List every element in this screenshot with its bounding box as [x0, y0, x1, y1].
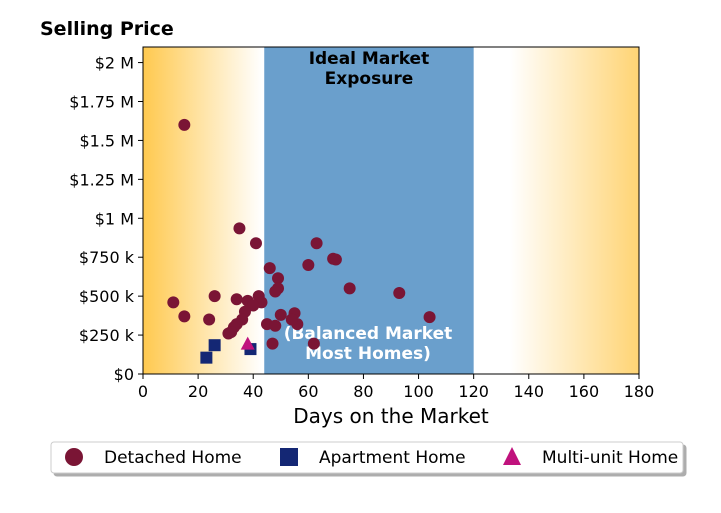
y-tick-label: $1.25 M [69, 170, 134, 189]
detached-home-legend-label: Detached Home [104, 448, 242, 468]
x-tick-label: 0 [138, 382, 148, 401]
detached-home-point [249, 237, 262, 250]
apartment-home-legend-label: Apartment Home [319, 448, 466, 468]
apartment-home-point [208, 339, 221, 352]
detached-home-point [222, 327, 235, 340]
detached-home-point [343, 282, 356, 295]
multi-unit-home-legend-marker [503, 447, 521, 465]
y-tick-label: $1.5 M [79, 131, 134, 150]
x-tick-label: 180 [624, 382, 655, 401]
zone-label-top: Ideal Market [309, 49, 430, 69]
detached-home-point [178, 310, 191, 323]
detached-home-point [329, 253, 342, 266]
detached-home-point [203, 313, 216, 326]
y-tick-label: $2 M [95, 54, 134, 73]
x-tick-label: 120 [458, 382, 489, 401]
detached-home-point [285, 313, 298, 326]
multi-unit-home-legend-label: Multi-unit Home [542, 448, 678, 468]
x-tick-label: 100 [403, 382, 434, 401]
detached-home-point [178, 118, 191, 131]
detached-home-point [272, 272, 285, 285]
detached-home-point [274, 308, 287, 321]
apartment-home-point [200, 351, 213, 364]
detached-home-point [307, 337, 320, 350]
y-tick-label: $500 k [79, 287, 135, 306]
chart-title: Selling Price [40, 18, 174, 40]
detached-home-point [167, 296, 180, 309]
x-tick-label: 60 [298, 382, 318, 401]
x-tick-label: 80 [353, 382, 373, 401]
y-tick-label: $1.75 M [69, 93, 134, 112]
y-tick-label: $0 [114, 365, 134, 384]
x-tick-label: 160 [569, 382, 600, 401]
detached-home-point [302, 259, 315, 271]
y-tick-label: $250 k [79, 326, 135, 345]
zone-label-top: Exposure [325, 69, 414, 89]
x-tick-label: 40 [243, 382, 263, 401]
detached-home-point [310, 237, 323, 250]
detached-home-point [269, 285, 282, 298]
zone-label-bottom: Most Homes) [305, 344, 431, 364]
detached-home-point [233, 222, 246, 235]
detached-home-point [269, 319, 282, 332]
apartment-home-legend-marker [280, 448, 298, 466]
legend-box [50, 441, 684, 474]
y-tick-label: $1 M [95, 209, 134, 228]
x-axis: 0 20 40 60 80 100 120 140 160 180 [138, 374, 654, 401]
zone-label-bottom: (Balanced Market [284, 324, 453, 344]
detached-home-point [266, 337, 279, 350]
points-layer [167, 118, 436, 364]
detached-home-point [230, 293, 243, 306]
x-axis-title: Days on the Market [293, 404, 489, 428]
multi-unit-home-point [240, 336, 255, 350]
detached-home-point [393, 287, 406, 300]
y-tick-label: $750 k [79, 248, 135, 267]
plot-frame [142, 46, 640, 375]
x-tick-label: 140 [514, 382, 545, 401]
detached-home-point [263, 262, 276, 275]
y-axis: $0 $250 k $500 k $750 k $1 M $1.25 M $1.5 M $1.… [69, 54, 143, 384]
x-tick-label: 20 [188, 382, 208, 401]
detached-home-point [423, 311, 436, 324]
detached-home-legend-marker [65, 448, 83, 466]
legend: Detached Home Apartment Home Multi-unit Ho… [50, 441, 684, 474]
detached-home-point [247, 299, 260, 312]
detached-home-point [208, 290, 221, 303]
